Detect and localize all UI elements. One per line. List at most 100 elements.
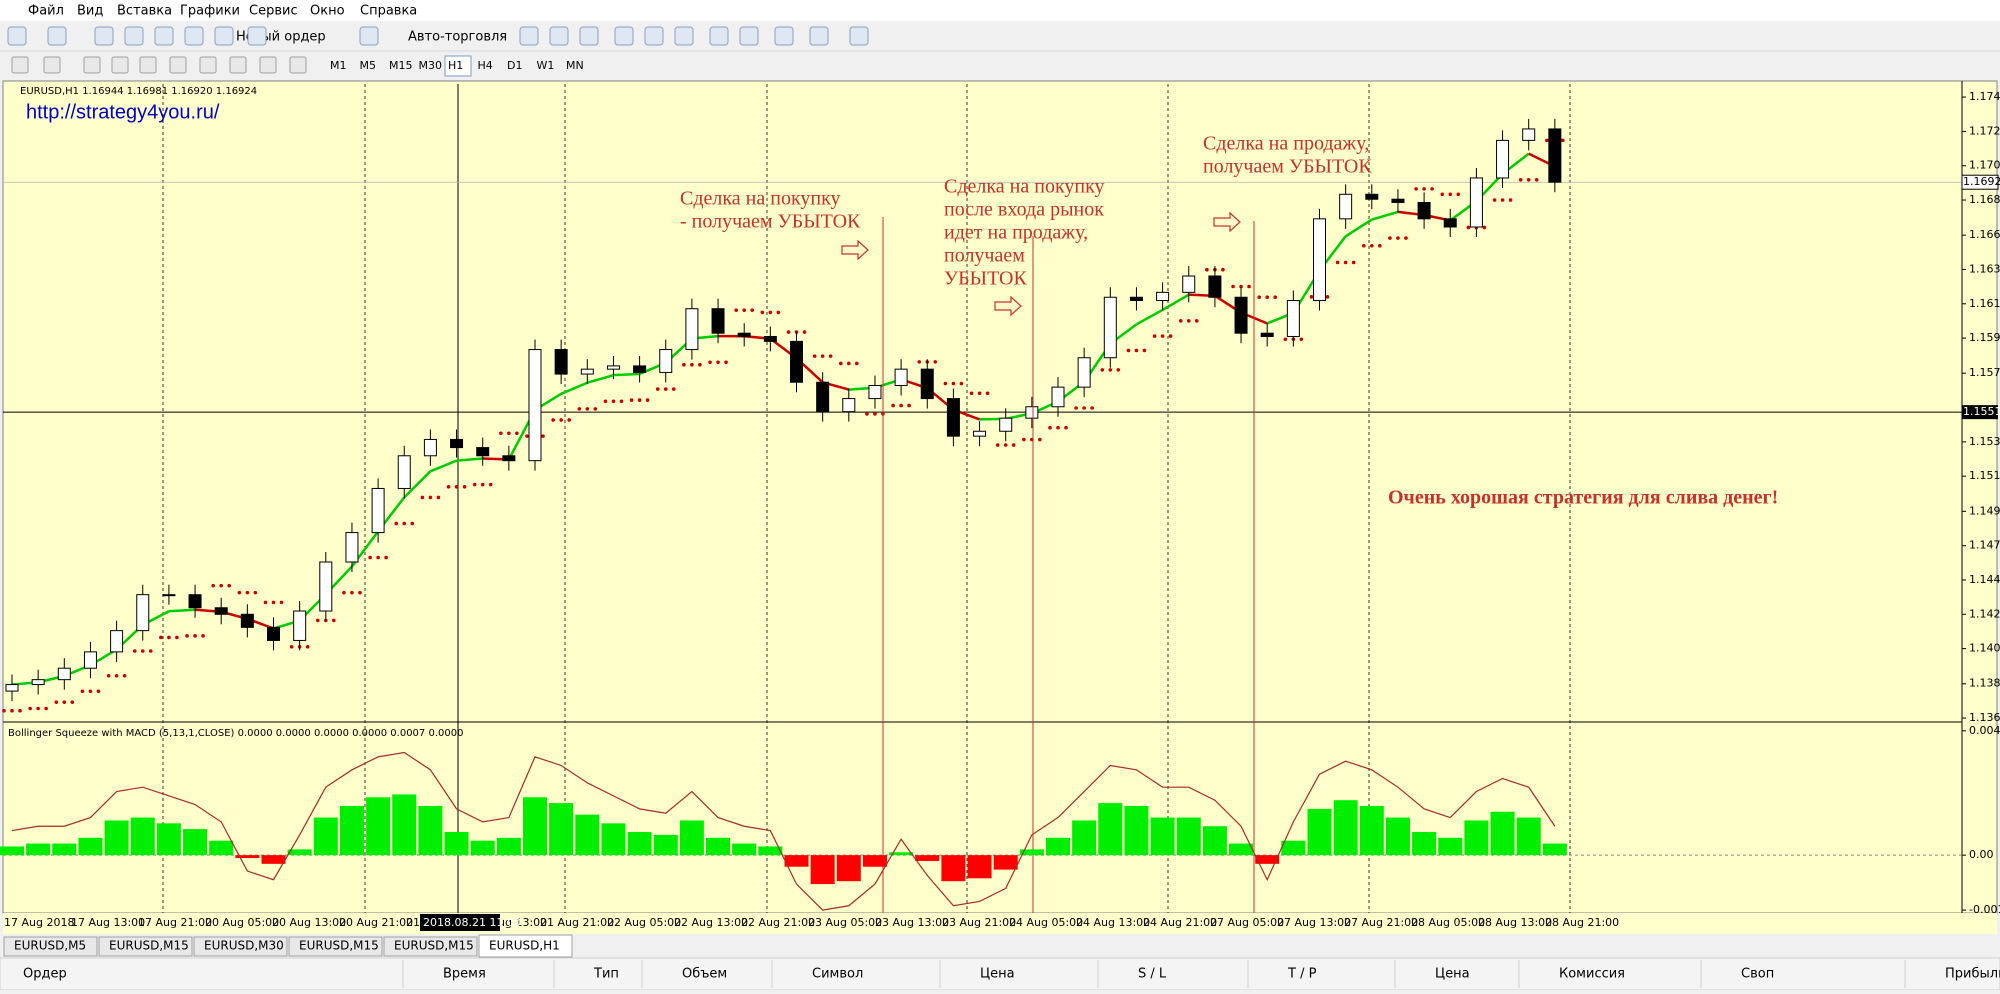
timeframe-button[interactable]: MN [566, 59, 584, 72]
column-header[interactable]: Комиссия [1559, 967, 1625, 982]
sar-dot [1336, 261, 1340, 265]
column-header[interactable]: S / L [1138, 967, 1167, 982]
toolbar-icon[interactable] [810, 27, 828, 45]
y-tick-label: 1.13855 [1969, 677, 2000, 690]
candle [843, 399, 855, 412]
candle [555, 350, 567, 375]
tool-icon[interactable] [170, 57, 186, 73]
y-tick-label: 1.13645 [1969, 711, 2000, 724]
bid-label: 1.16924 [1963, 175, 2000, 188]
tool-icon[interactable] [12, 57, 28, 73]
timeframe-button[interactable]: M30 [419, 59, 443, 72]
candle [1235, 297, 1247, 333]
candle [1000, 418, 1012, 431]
sar-dot [761, 311, 765, 315]
column-header[interactable]: Прибыль [1945, 967, 2000, 982]
sar-dot [1257, 295, 1261, 299]
tool-icon[interactable] [84, 57, 100, 73]
sar-dot [672, 387, 676, 391]
sar-dot [960, 382, 964, 386]
toolbar-icon[interactable] [185, 27, 203, 45]
column-header[interactable]: Тип [593, 967, 619, 982]
toolbar-icon[interactable] [710, 27, 728, 45]
timeframe-button[interactable]: H1 [448, 59, 463, 72]
toolbar-icon[interactable] [248, 27, 266, 45]
column-header[interactable]: Ордер [23, 967, 67, 982]
tool-icon[interactable] [112, 57, 128, 73]
histogram-bar [314, 818, 338, 856]
candle [1287, 301, 1299, 337]
column-header[interactable]: Символ [812, 967, 863, 982]
menu-item[interactable]: Вставка [117, 4, 172, 19]
sar-dot [149, 649, 153, 653]
histogram-bar [78, 838, 102, 855]
column-header[interactable]: Своп [1741, 967, 1774, 982]
sar-dot [855, 362, 859, 366]
histogram-bar [131, 818, 155, 856]
timeframe-button[interactable]: M15 [389, 59, 413, 72]
timeframe-button[interactable]: W1 [537, 59, 555, 72]
tab-label[interactable]: EURUSD,M15 [109, 939, 189, 953]
tool-icon[interactable] [200, 57, 216, 73]
column-header[interactable]: Цена [980, 967, 1015, 982]
tool-icon[interactable] [260, 57, 276, 73]
toolbar-icon[interactable] [155, 27, 173, 45]
sar-dot [1527, 178, 1531, 182]
toolbar-icon[interactable] [550, 27, 568, 45]
candle [869, 386, 881, 399]
toolbar-icon[interactable] [675, 27, 693, 45]
toolbar-icon[interactable] [95, 27, 113, 45]
toolbar-icon[interactable] [615, 27, 633, 45]
toolbar-icon[interactable] [740, 27, 758, 45]
moving-average [169, 610, 195, 612]
toolbar-icon[interactable] [360, 27, 378, 45]
tab-label[interactable]: EURUSD,M15 [394, 939, 474, 953]
menu-item[interactable]: Окно [310, 4, 345, 19]
histogram-bar [601, 823, 625, 855]
sar-dot [97, 689, 101, 693]
x-tick-label: 27 Aug 05:00 [1210, 916, 1284, 929]
tool-icon[interactable] [290, 57, 306, 73]
menu-item[interactable]: Файл [28, 4, 64, 19]
timeframe-button[interactable]: M1 [330, 59, 347, 72]
toolbar-icon[interactable] [215, 27, 233, 45]
toolbar-icon[interactable] [775, 27, 793, 45]
auto-trading-button[interactable]: Авто-торговля [408, 30, 507, 45]
tool-icon[interactable] [44, 57, 60, 73]
menu-item[interactable]: Сервис [249, 4, 298, 19]
sar-dot [708, 360, 712, 364]
timeframe-button[interactable]: H4 [478, 59, 493, 72]
histogram-bar [366, 797, 390, 855]
toolbar-icon[interactable] [8, 27, 26, 45]
toolbar-icon[interactable] [125, 27, 143, 45]
sar-dot [1344, 261, 1348, 265]
histogram-bar [1491, 812, 1515, 855]
histogram-bar [418, 806, 442, 855]
toolbar-icon[interactable] [580, 27, 598, 45]
candle [58, 668, 70, 679]
tab-label[interactable]: EURUSD,M30 [204, 939, 284, 953]
x-tick-label: 21 Aug 21:00 [540, 916, 614, 929]
menu-item[interactable]: Графики [180, 4, 240, 19]
toolbar-icon[interactable] [48, 27, 66, 45]
candle [137, 595, 149, 631]
tab-label[interactable]: EURUSD,M15 [299, 939, 379, 953]
column-header[interactable]: T / P [1287, 967, 1317, 982]
sar-dot [1396, 236, 1400, 240]
candle [268, 627, 280, 640]
column-header[interactable]: Объем [682, 967, 727, 982]
tool-icon[interactable] [230, 57, 246, 73]
timeframe-button[interactable]: D1 [507, 59, 522, 72]
tool-icon[interactable] [140, 57, 156, 73]
column-header[interactable]: Время [443, 967, 486, 982]
timeframe-button[interactable]: M5 [360, 59, 377, 72]
annotation: после входа рынок [944, 199, 1104, 221]
tab-label[interactable]: EURUSD,M5 [14, 939, 86, 953]
menu-item[interactable]: Справка [360, 4, 417, 19]
toolbar-icon[interactable] [850, 27, 868, 45]
menu-item[interactable]: Вид [77, 4, 103, 19]
toolbar-icon[interactable] [520, 27, 538, 45]
tab-label[interactable]: EURUSD,H1 [489, 939, 560, 953]
column-header[interactable]: Цена [1435, 967, 1470, 982]
toolbar-icon[interactable] [645, 27, 663, 45]
